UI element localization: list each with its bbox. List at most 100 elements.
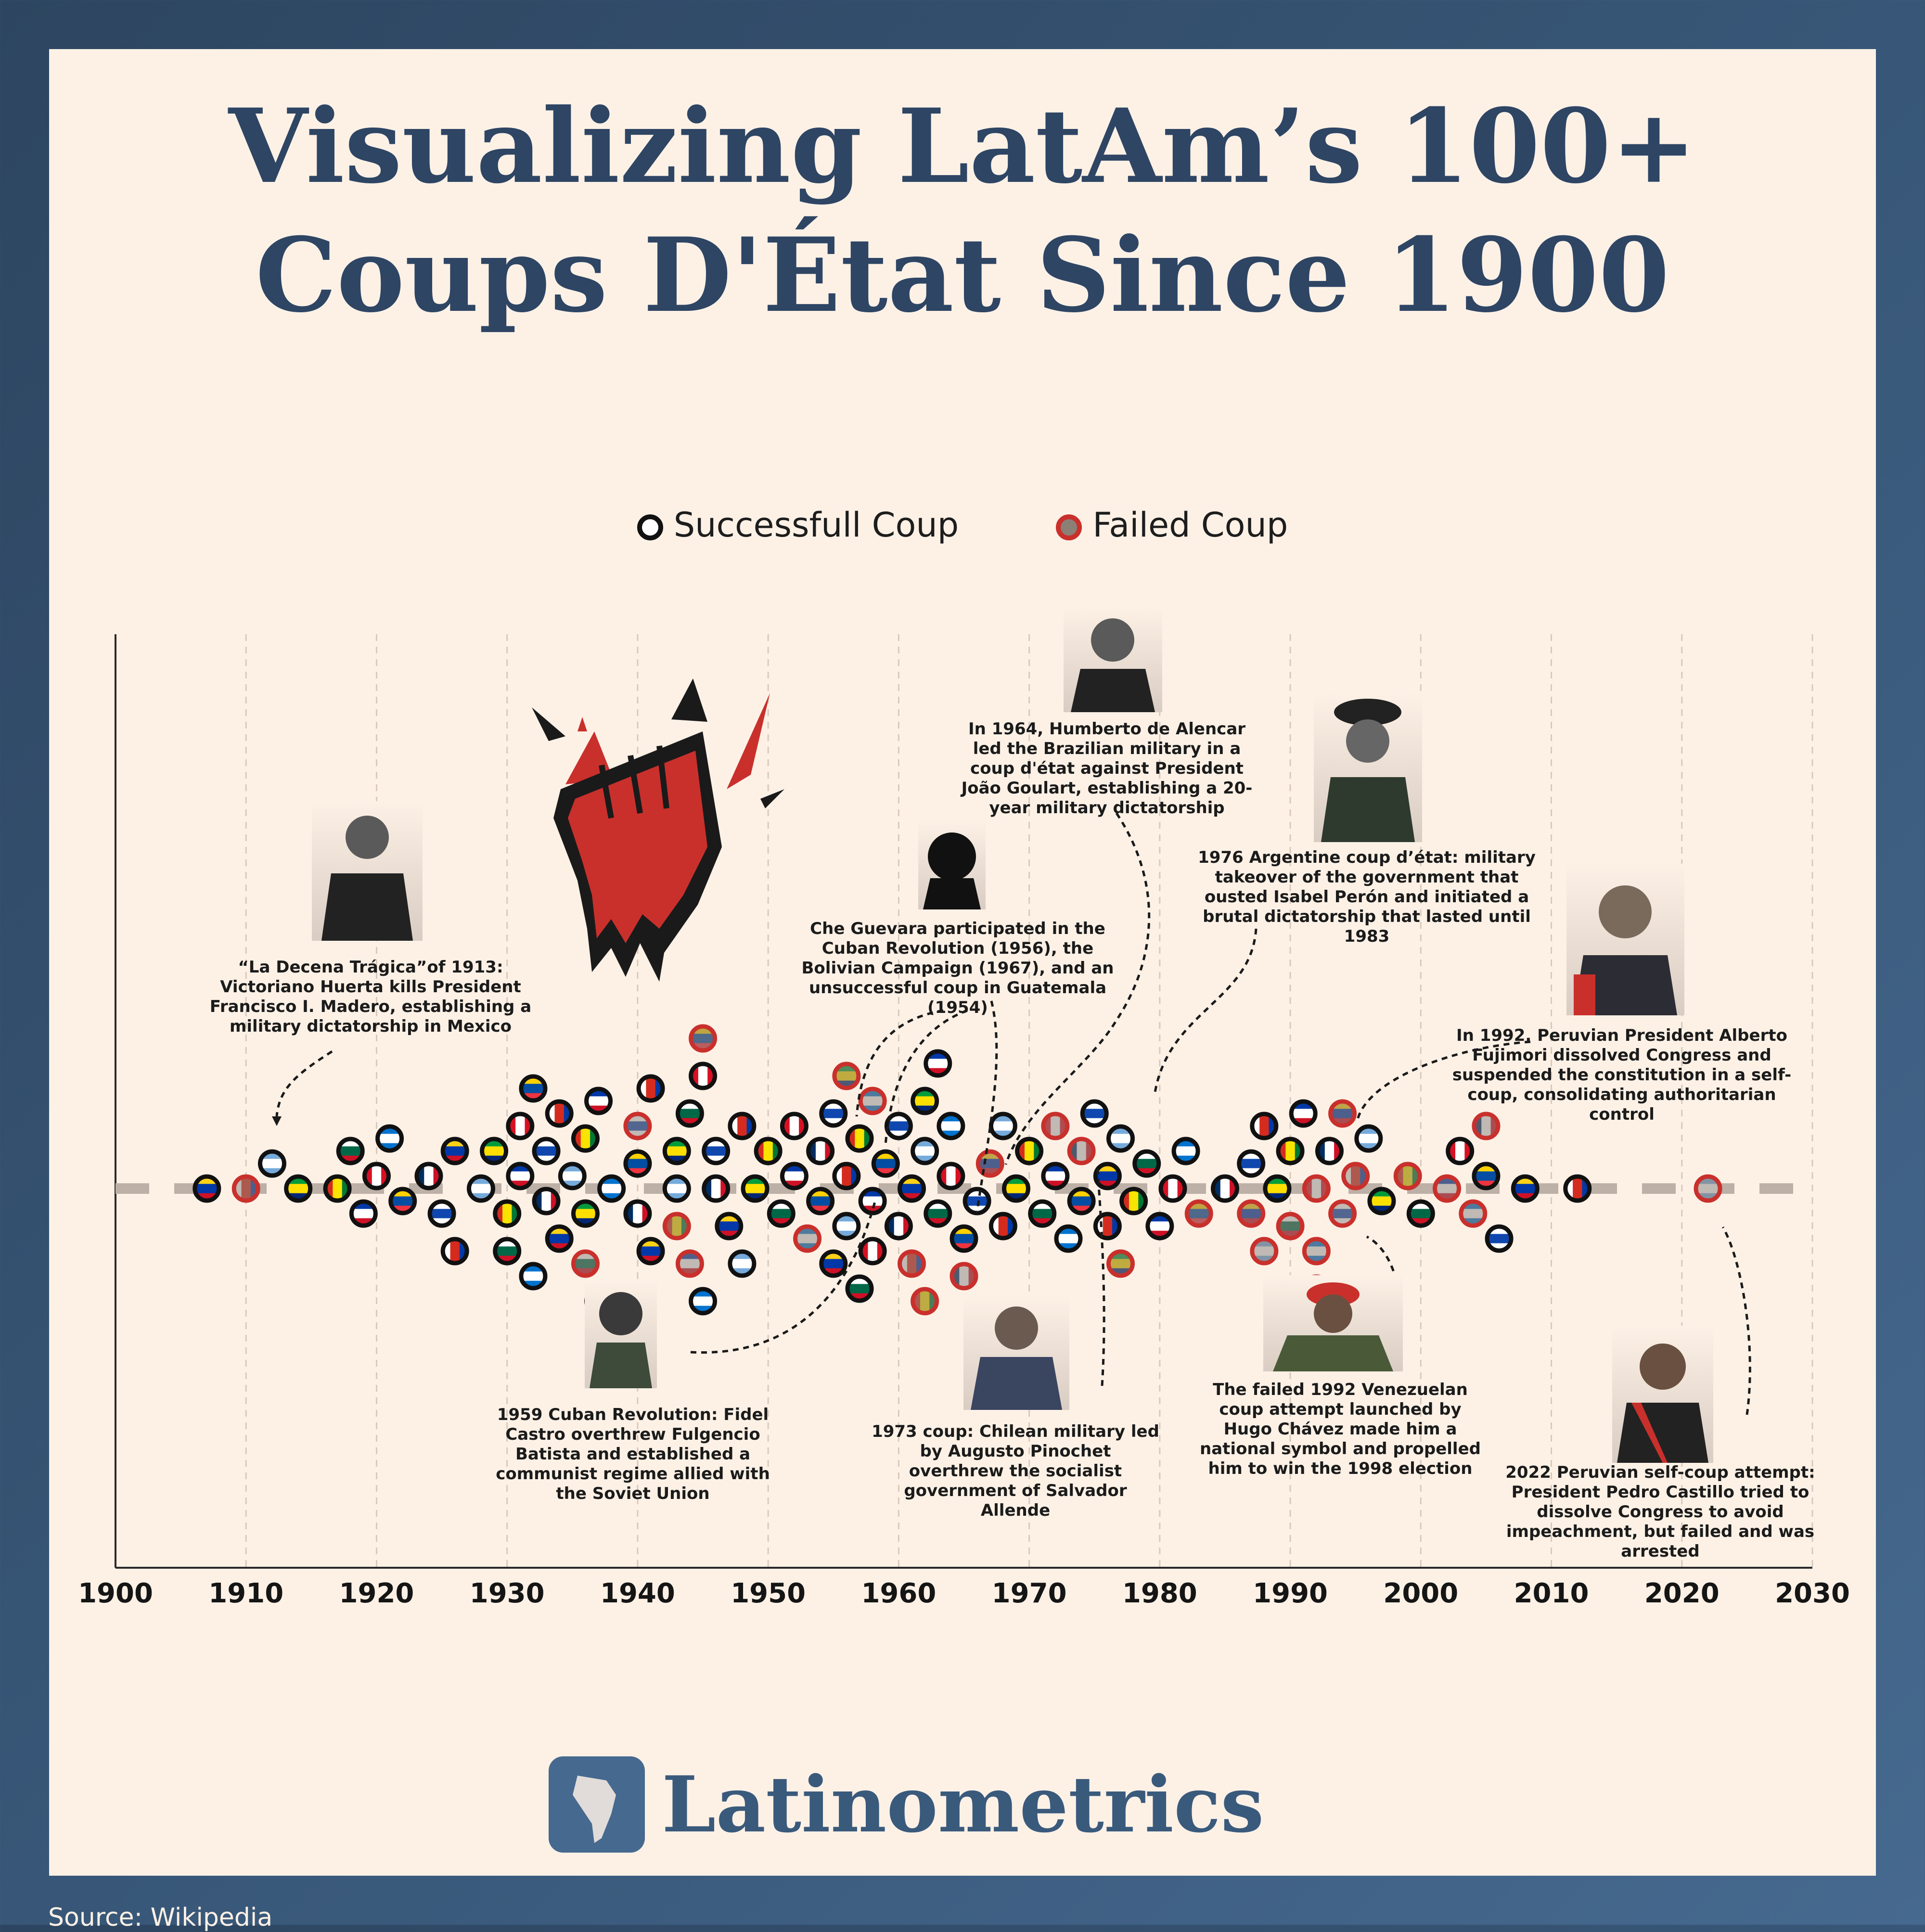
successful-coup-marker (911, 1137, 939, 1165)
successful-coup-marker (1080, 1099, 1109, 1128)
successful-coup-marker (440, 1237, 469, 1266)
person-silhouette-icon (923, 832, 981, 909)
portrait-castro (585, 1280, 657, 1388)
successful-coup-marker (1001, 1174, 1030, 1203)
successful-coup-marker (1171, 1137, 1200, 1165)
successful-coup-marker (1367, 1187, 1396, 1215)
successful-coup-marker (806, 1187, 835, 1215)
successful-coup-marker (675, 1099, 704, 1128)
successful-coup-marker (1132, 1149, 1161, 1178)
successful-coup-marker (937, 1112, 965, 1140)
successful-coup-marker (924, 1199, 952, 1228)
successful-coup-marker (466, 1174, 495, 1203)
successful-coup-marker (962, 1187, 991, 1215)
brand-name: Latinometrics (662, 1759, 1264, 1850)
failed-coup-marker (793, 1224, 822, 1253)
arrow-1959 (690, 1198, 877, 1354)
note-peru-1992: In 1992, Peruvian President Alberto Fuji… (1452, 1026, 1792, 1124)
person-silhouette-icon (1574, 885, 1677, 1015)
successful-coup-marker (832, 1162, 861, 1190)
note-argentina-1976: 1976 Argentine coup d’état: military tak… (1198, 848, 1536, 946)
successful-coup-marker (884, 1212, 913, 1241)
successful-coup-marker (493, 1199, 522, 1228)
successful-coup-marker (1119, 1187, 1148, 1215)
successful-coup-marker (375, 1124, 404, 1153)
successful-coup-marker (988, 1112, 1017, 1140)
failed-coup-marker (1184, 1199, 1213, 1228)
x-tick-label: 1900 (78, 1578, 153, 1609)
portrait-chavez (1263, 1275, 1403, 1371)
successful-coup-marker (924, 1049, 952, 1078)
successful-coup-marker (1041, 1162, 1070, 1190)
failed-coup-marker (1433, 1174, 1462, 1203)
successful-coup-marker (493, 1237, 522, 1266)
title-line-1: Visualizing LatAm’s 100+ (228, 86, 1697, 206)
failed-coup-marker (975, 1149, 1004, 1178)
successful-coup-marker (871, 1149, 900, 1178)
successful-coup-marker (1054, 1224, 1083, 1253)
failed-coup-marker (675, 1249, 704, 1278)
note-che-guevara: Che Guevara participated in the Cuban Re… (801, 919, 1114, 1017)
x-tick-label: 1950 (731, 1578, 806, 1609)
successful-coup-marker (571, 1199, 600, 1228)
note-brazil-1964: In 1964, Humberto de Alencar led the Bra… (961, 719, 1253, 818)
coup-markers (192, 1024, 1722, 1316)
chart-legend: Successfull Coup Failed Coup (0, 503, 1925, 545)
successful-coup-marker (1145, 1212, 1174, 1241)
person-silhouette-icon (1321, 699, 1415, 842)
successful-coup-marker (427, 1199, 456, 1228)
successful-coup-marker (1563, 1174, 1592, 1203)
failed-coup-marker (623, 1112, 652, 1140)
successful-coup-marker (845, 1124, 874, 1153)
successful-coup-marker (336, 1137, 365, 1165)
x-tick-label: 2020 (1644, 1578, 1720, 1609)
portrait-castelo-branco (1064, 606, 1162, 712)
successful-coup-marker (689, 1062, 718, 1090)
arrow-1913 (275, 1050, 333, 1117)
successful-coup-marker (702, 1137, 731, 1165)
successful-coup-marker (597, 1174, 626, 1203)
failed-coup-marker (1237, 1199, 1266, 1228)
successful-coup-marker (1315, 1137, 1344, 1165)
failed-coup-marker (1302, 1174, 1331, 1203)
failed-coup-marker (1393, 1162, 1422, 1190)
failed-coup-marker (858, 1087, 887, 1115)
failed-coup-marker (1067, 1137, 1096, 1165)
successful-coup-marker (362, 1162, 391, 1190)
successful-coup-marker (545, 1099, 574, 1128)
successful-coup-marker (1237, 1149, 1266, 1178)
x-tick-label: 1960 (861, 1578, 936, 1609)
successful-coup-marker (506, 1112, 535, 1140)
x-tick-label: 1990 (1253, 1578, 1328, 1609)
successful-coup-marker (819, 1249, 848, 1278)
successful-coup-marker (1067, 1187, 1096, 1215)
failed-coup-marker (1250, 1237, 1279, 1266)
successful-coup-marker (1354, 1124, 1383, 1153)
gridlines (245, 634, 1813, 1568)
successful-coup-marker (532, 1137, 561, 1165)
x-tick-label: 1910 (208, 1578, 283, 1609)
successful-coup-marker (1093, 1212, 1122, 1241)
successful-coup-marker (662, 1137, 691, 1165)
successful-coup-marker (545, 1224, 574, 1253)
note-peru-2022: 2022 Peruvian self-coup attempt: Preside… (1505, 1463, 1815, 1561)
legend-success-label: Successfull Coup (673, 505, 959, 545)
successful-coup-marker (988, 1212, 1017, 1241)
successful-coup-marker (1028, 1199, 1057, 1228)
failed-coup-marker (832, 1062, 861, 1090)
person-silhouette-icon (590, 1292, 652, 1388)
person-silhouette-icon (1273, 1282, 1393, 1371)
successful-coup-marker (754, 1137, 783, 1165)
successful-coup-marker (323, 1174, 352, 1203)
person-silhouette-icon (321, 816, 413, 941)
arrow-1964 (1004, 812, 1151, 1165)
successful-coup-marker (767, 1199, 796, 1228)
successful-coup-marker (858, 1237, 887, 1266)
latinometrics-logo-icon (549, 1756, 645, 1853)
successful-coup-marker (584, 1087, 613, 1115)
successful-coup-marker (623, 1199, 652, 1228)
successful-coup-marker (819, 1099, 848, 1128)
successful-coup-marker (636, 1237, 665, 1266)
x-tick-label: 2030 (1775, 1578, 1850, 1609)
